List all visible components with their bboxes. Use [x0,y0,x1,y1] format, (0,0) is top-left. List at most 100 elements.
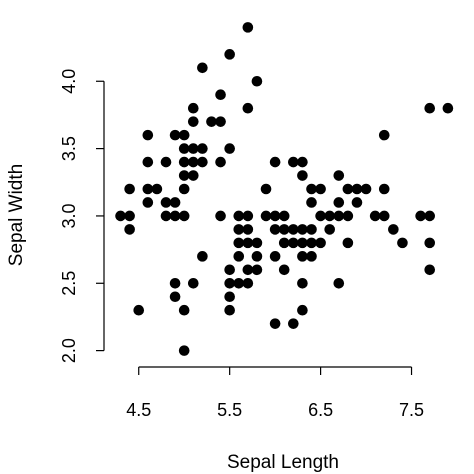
data-point [178,345,190,356]
data-point [251,251,263,262]
data-point [297,170,308,181]
data-point [278,224,290,235]
data-point [142,197,154,208]
data-point [397,237,408,249]
y-tick-label: 3.0 [59,203,79,228]
data-point [187,143,199,154]
data-point [242,22,254,33]
data-point [233,277,245,289]
data-point [224,304,235,316]
data-point [424,237,436,249]
data-point [124,224,135,235]
y-tick-label: 2.5 [59,271,79,296]
x-tick-label: 5.5 [217,400,242,420]
data-point [169,277,181,289]
data-point [278,264,290,276]
data-point [233,251,245,262]
y-tick-label: 4.0 [59,69,79,94]
data-point [424,210,436,222]
data-point [187,170,199,181]
data-point [224,291,235,303]
x-tick-label: 4.5 [126,400,151,420]
data-point [351,197,363,208]
data-point [288,224,299,235]
data-point [242,237,254,249]
data-point [342,183,354,195]
x-axis-title: Sepal Length [227,452,339,473]
data-point [251,237,263,249]
data-point [178,210,190,222]
data-point [260,210,272,222]
data-point [269,251,281,262]
data-points [115,22,454,356]
x-tick-label: 7.5 [399,400,424,420]
data-point [378,183,390,195]
data-point [124,210,135,222]
data-point [206,116,217,127]
data-point [288,156,299,168]
data-point [142,129,154,141]
data-point [333,197,345,208]
data-point [278,210,290,222]
data-point [215,89,226,101]
data-point [169,291,181,303]
data-point [251,264,263,276]
data-point [297,237,308,249]
data-point [315,210,326,222]
data-point [278,237,290,249]
y-axis-title: Sepal Width [6,164,27,266]
data-point [260,183,272,195]
data-point [242,264,254,276]
data-point [160,197,172,208]
data-point [187,102,199,114]
data-point [233,237,245,249]
data-point [215,210,226,222]
data-point [187,116,199,127]
data-point [269,318,281,329]
data-point [215,156,226,168]
data-point [342,210,354,222]
data-point [160,156,172,168]
data-point [306,197,317,208]
y-tick-label: 3.5 [59,136,79,161]
data-point [233,224,245,235]
data-point [333,277,345,289]
data-point [215,116,226,127]
data-point [269,210,281,222]
data-point [178,304,190,316]
data-point [187,156,199,168]
data-point [369,210,381,222]
data-point [333,210,345,222]
data-point [342,237,354,249]
data-point [306,251,317,262]
data-point [178,129,190,141]
data-point [197,62,208,74]
data-point [297,251,308,262]
data-point [169,129,181,141]
data-point [288,318,299,329]
data-point [378,210,390,222]
y-tick-label: 2.0 [59,338,79,363]
data-point [242,224,254,235]
x-axis: 4.5 5.5 6.5 7.5 [126,366,424,420]
data-point [178,143,190,154]
data-point [115,210,126,222]
data-point [351,183,363,195]
data-point [333,170,345,181]
y-axis: 2.0 2.5 3.0 3.5 4.0 [59,69,105,363]
data-point [424,102,436,114]
data-point [178,183,190,195]
data-point [324,224,335,235]
data-point [378,129,390,141]
data-point [197,156,208,168]
data-point [306,224,317,235]
data-point [224,264,235,276]
data-point [297,224,308,235]
data-point [142,183,154,195]
data-point [178,170,190,181]
data-point [424,264,436,276]
data-point [251,75,263,87]
data-point [242,102,254,114]
data-point [187,277,199,289]
data-point [324,210,335,222]
